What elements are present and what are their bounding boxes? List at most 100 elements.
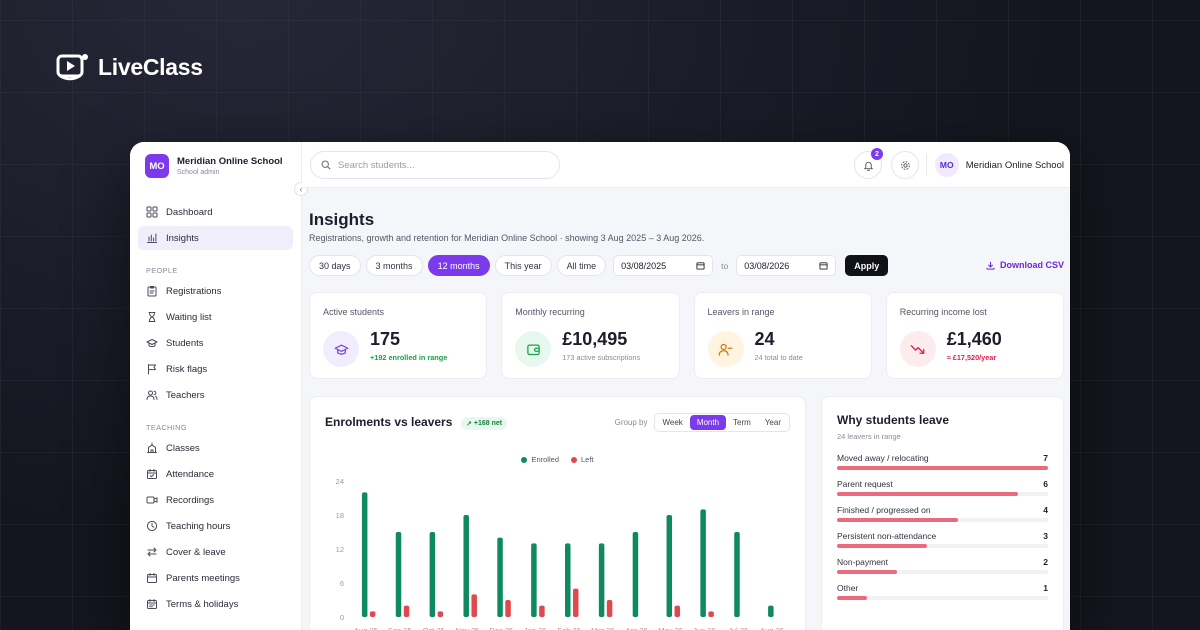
reason-count: 4 xyxy=(1043,505,1048,515)
app-window: MO Meridian Online School School admin ‹… xyxy=(130,142,1070,630)
reason-bar-track xyxy=(837,544,1048,548)
reasons-list: Moved away / relocating 7 Parent request 6 F… xyxy=(837,453,1048,600)
sidebar-item-classes[interactable]: Classes xyxy=(138,436,293,460)
sidebar-item-label: Classes xyxy=(166,442,200,454)
settings-button[interactable] xyxy=(891,151,919,179)
group-by-label: Group by xyxy=(614,418,648,427)
group-by-month[interactable]: Month xyxy=(689,415,727,430)
bar-left xyxy=(573,588,579,617)
sidebar-item-teaching-hours[interactable]: Teaching hours xyxy=(138,514,293,538)
school-avatar: MO xyxy=(145,154,169,178)
reason-count: 7 xyxy=(1043,453,1048,463)
enrolments-chart: 0 6 12 18 24 Aug 25 Sep 25 Oct 25 Nov 25 Dec 25 Ja… xyxy=(336,477,784,630)
range-pill-this-year[interactable]: This year xyxy=(494,255,552,276)
bar-left xyxy=(539,605,545,617)
reason-row: Persistent non-attendance 3 xyxy=(837,531,1048,541)
sidebar-item-label: Risk flags xyxy=(166,363,208,375)
x-tick-label: Feb 26 xyxy=(557,626,580,630)
kpi-label: Active students xyxy=(323,307,385,317)
bar-chart-icon xyxy=(146,232,158,244)
user-avatar: MO xyxy=(934,153,959,177)
sidebar-item-attendance[interactable]: Attendance xyxy=(138,462,293,486)
kpi-row: Active students 175 +192 enrolled in range… xyxy=(309,292,1064,379)
range-pill-12-months[interactable]: 12 months xyxy=(427,255,490,276)
school-switcher[interactable]: MO Meridian Online School School admin xyxy=(130,142,301,178)
download-csv-button[interactable]: Download CSV xyxy=(986,260,1064,270)
bar-enrolled xyxy=(700,509,706,617)
bar-left xyxy=(369,611,376,617)
sidebar-item-label: Teachers xyxy=(166,389,205,401)
topbar-divider xyxy=(926,154,927,176)
sidebar-item-insights[interactable]: Insights xyxy=(138,226,293,250)
sidebar-item-students[interactable]: Students xyxy=(138,331,293,355)
reason-row: Non-payment 2 xyxy=(837,557,1048,567)
sidebar-item-recordings[interactable]: Recordings xyxy=(138,488,293,512)
reason-row: Parent request 6 xyxy=(837,479,1048,489)
search-input[interactable] xyxy=(338,159,538,171)
bar-enrolled xyxy=(768,605,774,617)
bar-left xyxy=(674,605,681,617)
reason-item: Non-payment 2 xyxy=(837,557,1048,574)
sidebar-item-waiting-list[interactable]: Waiting list xyxy=(138,305,293,329)
sidebar-item-label: Cover & leave xyxy=(166,546,226,558)
user-minus-icon xyxy=(707,331,744,367)
reason-item: Finished / progressed on 4 xyxy=(837,505,1048,522)
main-content: Insights Registrations, growth and reten… xyxy=(302,188,1070,630)
group-by-year[interactable]: Year xyxy=(764,418,781,427)
sidebar-item-label: Terms & holidays xyxy=(166,598,239,610)
apply-button[interactable]: Apply xyxy=(845,255,889,276)
sidebar-item-label: Insights xyxy=(166,232,199,244)
reason-bar-track xyxy=(837,492,1048,496)
reason-bar-fill xyxy=(837,466,1048,470)
reasons-subtitle: 24 leavers in range xyxy=(837,432,901,441)
bar-enrolled xyxy=(463,515,469,617)
range-pill-3-months[interactable]: 3 months xyxy=(365,255,423,276)
sidebar-item-risk-flags[interactable]: Risk flags xyxy=(138,357,293,381)
range-pill-30-days[interactable]: 30 days xyxy=(309,255,361,276)
reason-label: Non-payment xyxy=(837,557,889,567)
date-from-input[interactable]: 03/08/2025 xyxy=(613,255,714,276)
users-icon xyxy=(146,389,158,401)
liveclass-logo-icon xyxy=(56,54,88,81)
x-tick-label: Dec 25 xyxy=(489,626,513,630)
bar-enrolled xyxy=(734,532,740,617)
sidebar-item-parents-meetings[interactable]: Parents meetings xyxy=(138,566,293,590)
sidebar-item-label: Students xyxy=(166,337,204,349)
sidebar-section-people: People xyxy=(146,266,178,275)
notifications-button[interactable]: 2 xyxy=(854,148,883,179)
trend-down-icon xyxy=(899,331,936,367)
kpi-card-active-students: Active students 175 +192 enrolled in range xyxy=(309,292,488,379)
flag-icon xyxy=(146,363,158,375)
user-menu[interactable]: MO Meridian Online School xyxy=(934,153,1064,177)
brand-name: LiveClass xyxy=(98,53,203,80)
reason-bar-track xyxy=(837,518,1048,522)
brand-logo: LiveClass xyxy=(56,52,203,82)
sidebar-item-label: Registrations xyxy=(166,285,222,297)
calendar-check-icon xyxy=(146,468,158,480)
group-by-week[interactable]: Week xyxy=(662,418,683,427)
sidebar-item-terms-holidays[interactable]: Terms & holidays xyxy=(138,592,293,616)
clock-icon xyxy=(146,520,158,532)
group-by-term[interactable]: Term xyxy=(733,418,751,427)
sidebar-item-label: Teaching hours xyxy=(166,520,231,532)
clipboard-icon xyxy=(146,285,158,297)
sidebar-item-teachers[interactable]: Teachers xyxy=(138,383,293,407)
reason-bar-track xyxy=(837,570,1048,574)
sidebar-item-dashboard[interactable]: Dashboard xyxy=(138,200,293,224)
sidebar-item-cover-leave[interactable]: Cover & leave xyxy=(138,540,293,564)
x-tick-label: Jun 26 xyxy=(693,626,716,630)
reason-label: Parent request xyxy=(837,479,893,489)
reason-item: Persistent non-attendance 3 xyxy=(837,531,1048,548)
chevron-left-icon: ‹ xyxy=(299,184,303,194)
sidebar-item-registrations[interactable]: Registrations xyxy=(138,279,293,303)
kpi-card-recurring-income-lost: Recurring income lost £1,460 ≈ £17,520/yea… xyxy=(885,292,1064,379)
reason-count: 6 xyxy=(1043,479,1048,489)
bar-enrolled xyxy=(497,537,503,617)
date-to-input[interactable]: 03/08/2026 xyxy=(736,255,837,276)
range-pill-all-time[interactable]: All time xyxy=(556,255,607,276)
date-to-value: 03/08/2026 xyxy=(744,260,790,271)
kpi-card-leavers-in-range: Leavers in range 24 24 total to date xyxy=(693,292,872,379)
swap-icon xyxy=(146,546,158,558)
search-box[interactable] xyxy=(310,151,560,179)
school-role: School admin xyxy=(177,169,220,176)
